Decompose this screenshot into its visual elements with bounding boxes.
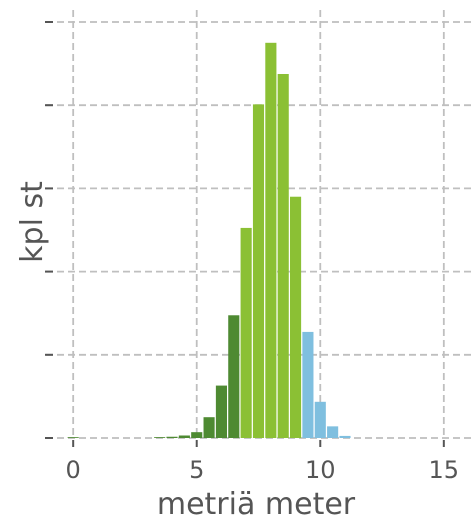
bar (67, 437, 79, 438)
bar (240, 227, 252, 438)
x-axis-title: metriä meter (157, 487, 356, 522)
x-tick-labels: 0 5 10 15 (66, 456, 460, 484)
x-tick-label: 15 (429, 456, 460, 484)
bar (166, 436, 178, 438)
x-tick-label: 0 (66, 456, 81, 484)
bar (265, 42, 277, 439)
bar (191, 432, 203, 438)
bar (203, 417, 215, 438)
axis-ticks (45, 21, 445, 447)
y-axis-title: kpl st (15, 181, 50, 263)
x-tick-label: 5 (189, 456, 204, 484)
bar (252, 104, 265, 439)
bar (302, 331, 314, 438)
bar (277, 74, 289, 438)
bar (215, 385, 227, 438)
bars (67, 42, 351, 439)
bar (314, 401, 326, 438)
bar (228, 315, 240, 438)
bar (290, 196, 302, 438)
bar (178, 435, 190, 438)
bar (154, 437, 166, 438)
x-tick-label: 10 (305, 456, 336, 484)
bar (327, 426, 339, 438)
bar (339, 435, 351, 438)
